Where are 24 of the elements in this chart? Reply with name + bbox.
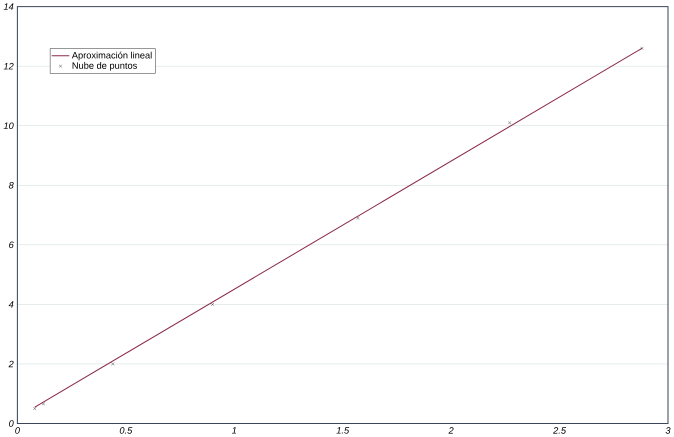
x-tick-label: 3 (666, 427, 670, 434)
point (111, 362, 114, 366)
y-tick-label: 14 (4, 3, 14, 10)
x-tick-label: 0.5 (120, 427, 132, 434)
point (210, 302, 214, 306)
y-tick-label: 0 (9, 420, 14, 427)
point (42, 402, 46, 406)
y-tick-label: 4 (8, 301, 14, 308)
x-tick-label: 1 (232, 427, 236, 434)
x-tick-label: 0 (15, 427, 20, 434)
point (356, 216, 360, 220)
legend-label: Nube de puntos (72, 62, 137, 71)
x-tick-label: 2.5 (553, 427, 566, 434)
legend-label: Aproximación lineal (72, 52, 152, 60)
point (33, 406, 36, 410)
y-tick-label: 10 (4, 122, 14, 129)
y-tick-label: 8 (8, 182, 14, 188)
y-tick-label: 6 (9, 241, 14, 248)
point (508, 121, 512, 124)
x-tick-label: 1.5 (336, 427, 350, 434)
point (640, 46, 644, 50)
y-tick-label: 12 (4, 62, 14, 70)
x-tick-label: 2 (448, 427, 454, 434)
y-tick-label: 2 (8, 360, 14, 368)
